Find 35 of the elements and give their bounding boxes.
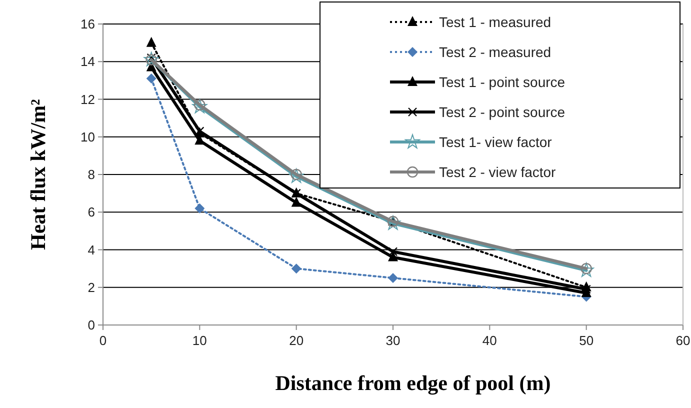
legend-label: Test 2 - view factor: [439, 164, 556, 180]
x-tick-label: 20: [289, 333, 304, 348]
point: [291, 196, 302, 207]
point: [146, 74, 156, 84]
legend-label: Test 2 - measured: [439, 44, 552, 60]
y-tick-label: 6: [88, 204, 95, 220]
point: [386, 216, 400, 230]
point: [192, 98, 208, 114]
y-tick-label: 8: [88, 167, 95, 182]
y-axis-title: Heat flux kW/m²: [26, 99, 50, 250]
x-tick-label: 60: [676, 333, 690, 348]
y-tick-label: 4: [88, 242, 95, 258]
legend-label: Test 1- view factor: [439, 134, 552, 150]
y-tick-label: 16: [80, 16, 95, 32]
point: [582, 284, 591, 294]
legend-label: Test 1 - measured: [439, 14, 552, 30]
x-tick-label: 30: [386, 333, 400, 348]
point: [388, 247, 398, 256]
point: [291, 264, 302, 274]
point: [146, 36, 156, 47]
x-tick-label: 40: [482, 333, 497, 348]
point: [388, 272, 398, 283]
y-tick-label: 14: [80, 54, 95, 70]
y-tick-label: 10: [80, 129, 95, 144]
x-tick-label: 0: [99, 333, 107, 348]
point: [288, 168, 304, 183]
x-tick-label: 10: [192, 333, 207, 348]
x-axis-title: Distance from edge of pool (m): [275, 371, 551, 395]
y-tick-label: 0: [88, 318, 95, 333]
point: [194, 203, 205, 214]
legend-label: Test 2 - point source: [439, 104, 566, 120]
y-tick-label: 12: [80, 92, 95, 107]
legend-label: Test 1 - point source: [439, 74, 566, 90]
x-tick-label: 50: [579, 333, 594, 348]
y-tick-label: 2: [88, 280, 95, 295]
